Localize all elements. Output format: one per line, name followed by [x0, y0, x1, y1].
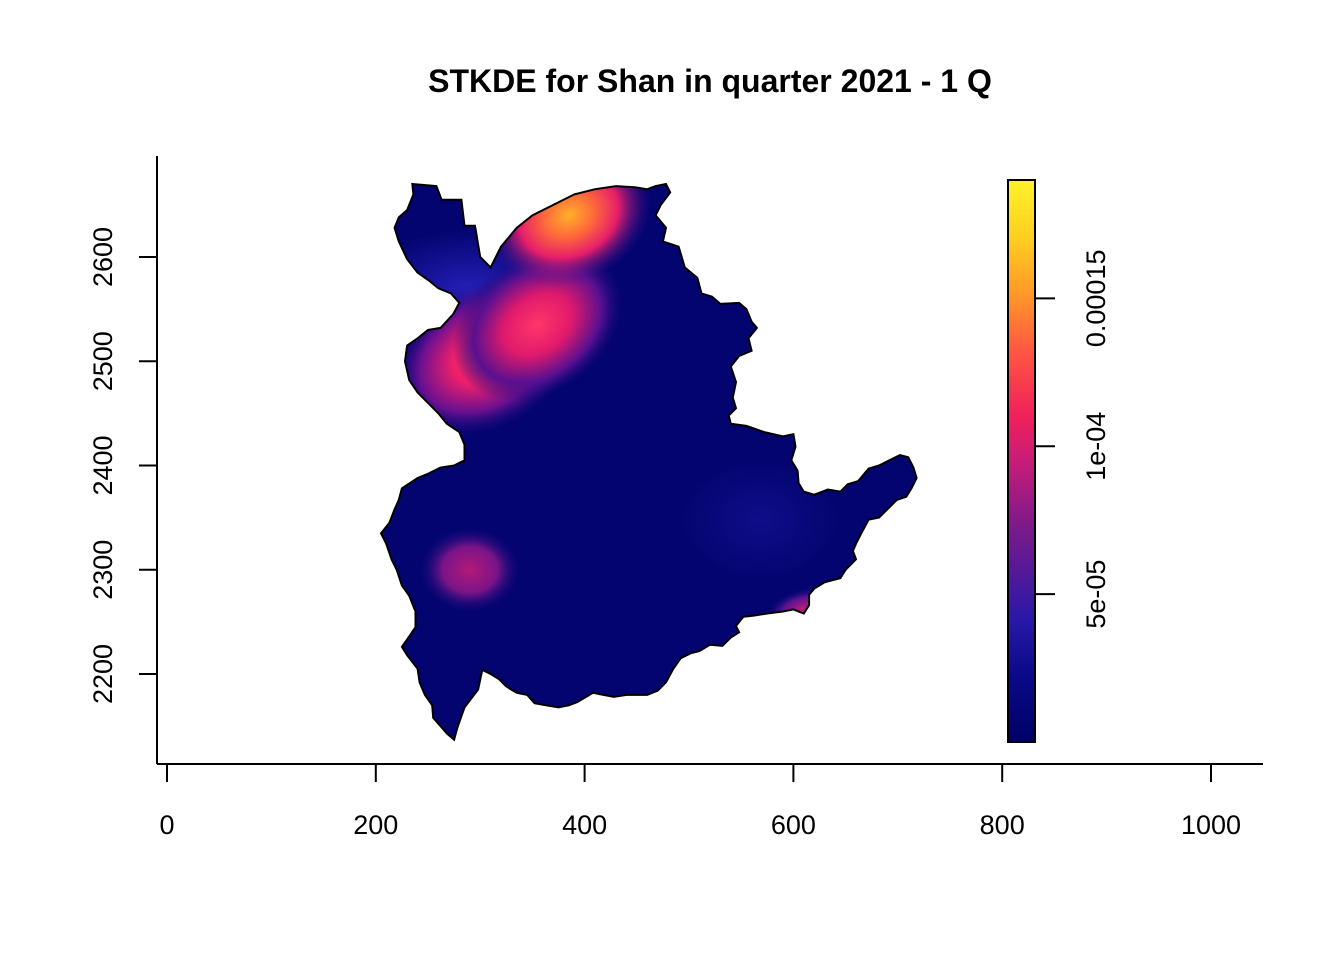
shan-boundary	[379, 182, 918, 742]
x-tick-label: 600	[771, 810, 816, 840]
y-tick-label: 2500	[88, 331, 118, 391]
colorbar-tick-label: 0.00015	[1081, 250, 1111, 348]
density-hotspot	[486, 184, 652, 287]
x-tick-label: 0	[159, 810, 174, 840]
colorbar-tick-label: 5e-05	[1081, 560, 1111, 629]
y-axis: 2200 2300 2400 2500 2600	[88, 156, 158, 764]
y-tick-label: 2600	[88, 227, 118, 287]
colorbar: 5e-05 1e-04 0.00015	[1007, 179, 1111, 743]
y-tick-label: 2300	[88, 540, 118, 600]
x-axis: 0 200 400 600 800 1000	[157, 763, 1263, 840]
density-hotspot	[419, 527, 520, 612]
density-hotspot	[452, 248, 623, 402]
shan-region-map	[379, 182, 918, 742]
colorbar-tick-label: 1e-04	[1081, 412, 1111, 481]
x-tick-label: 200	[353, 810, 398, 840]
y-tick-label: 2400	[88, 435, 118, 495]
colorbar-gradient	[1007, 179, 1036, 743]
x-tick-label: 1000	[1181, 810, 1241, 840]
chart-title: STKDE for Shan in quarter 2021 - 1 Q	[428, 63, 992, 99]
x-tick-label: 400	[562, 810, 607, 840]
density-glow-east	[680, 460, 840, 580]
y-tick-label: 2200	[88, 644, 118, 704]
x-tick-label: 800	[980, 810, 1025, 840]
